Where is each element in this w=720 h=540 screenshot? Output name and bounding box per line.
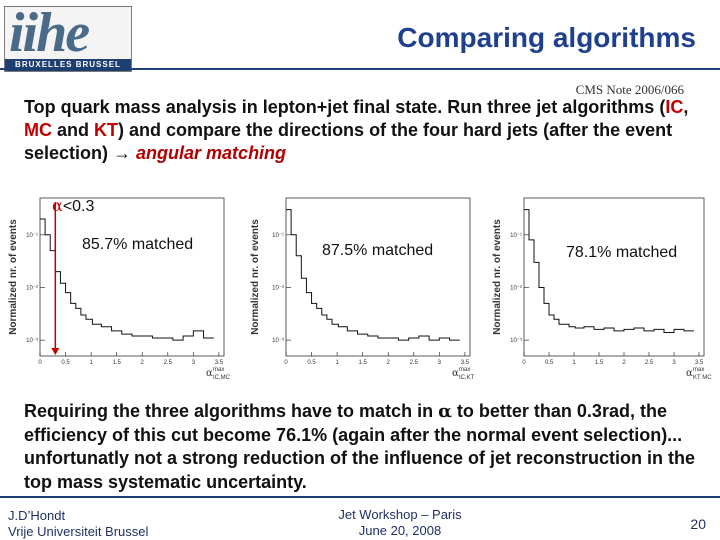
x-axis-label-sub: IC,KT bbox=[459, 375, 475, 381]
alg-mc: MC bbox=[24, 120, 52, 140]
x-tick-label: 3.5 bbox=[215, 360, 224, 366]
matched-percentage: 78.1% matched bbox=[566, 244, 678, 261]
cms-note-reference: CMS Note 2006/066 bbox=[575, 82, 684, 97]
iihe-logo: iihe BRUXELLES BRUSSEL bbox=[4, 2, 132, 72]
x-axis-label-sup: max bbox=[213, 367, 224, 373]
x-axis-label: α bbox=[206, 368, 213, 379]
histogram-series bbox=[40, 218, 214, 341]
x-tick-label: 3 bbox=[192, 360, 196, 366]
x-tick-label: 2 bbox=[387, 360, 391, 366]
y-tick-label: 10⁻² bbox=[272, 285, 284, 291]
x-tick-label: 2.5 bbox=[164, 360, 173, 366]
y-tick-label: 10⁻³ bbox=[272, 338, 284, 344]
x-axis-label-sup: max bbox=[459, 367, 470, 373]
y-tick-label: 10⁻¹ bbox=[26, 233, 38, 239]
alpha-cut-text: <0.3 bbox=[62, 198, 95, 215]
plot-frame bbox=[285, 197, 471, 357]
alpha-symbol: α bbox=[438, 401, 452, 422]
x-axis-label-sup: max bbox=[693, 367, 704, 373]
y-axis-label: Normalized nr. of events bbox=[250, 219, 261, 335]
histogram-series bbox=[286, 209, 460, 341]
plot-frame bbox=[523, 197, 705, 357]
x-tick-label: 0.5 bbox=[545, 360, 554, 366]
histogram-ic-kt: Normalized nr. of events 10⁻¹ 10⁻² 10⁻³ 0 0.5… bbox=[246, 188, 486, 384]
alg-kt: KT bbox=[94, 120, 119, 140]
x-tick-label: 2 bbox=[622, 360, 626, 366]
x-tick-label: 2.5 bbox=[645, 360, 654, 366]
cut-arrowhead bbox=[51, 348, 60, 355]
footer-author: J.D’Hondt Vrije Universiteit Brussel bbox=[8, 508, 148, 540]
x-tick-label: 2.5 bbox=[410, 360, 419, 366]
title-divider bbox=[0, 68, 720, 70]
y-axis-label: Normalized nr. of events bbox=[492, 219, 503, 335]
histogram-ic-mc: Normalized nr. of events 10⁻¹ 10⁻² 10⁻³ 0 0.5… bbox=[4, 188, 240, 384]
event-date: June 20, 2008 bbox=[358, 523, 442, 538]
x-axis-label-sub: KT MC bbox=[693, 375, 712, 381]
angular-matching-term: angular matching bbox=[136, 143, 287, 163]
y-axis-label: Normalized nr. of events bbox=[8, 219, 19, 335]
x-tick-label: 1.5 bbox=[358, 360, 367, 366]
conclusion-text: to better than 0.3rad, the efficiency of… bbox=[24, 401, 696, 492]
y-tick-label: 10⁻³ bbox=[510, 338, 522, 344]
logo-word: iihe bbox=[9, 2, 90, 64]
histogram-svg: Normalized nr. of events 10⁻¹ 10⁻² 10⁻³ 0 0.5… bbox=[492, 197, 712, 381]
author-name: J.D’Hondt bbox=[8, 508, 66, 523]
conclusion-paragraph: Requiring the three algorithms have to m… bbox=[24, 400, 704, 494]
x-tick-label: 1 bbox=[89, 360, 93, 366]
histogram-series bbox=[524, 209, 694, 333]
y-tick-label: 10⁻¹ bbox=[272, 233, 284, 239]
x-tick-label: 3.5 bbox=[461, 360, 470, 366]
event-name: Jet Workshop – Paris bbox=[338, 507, 462, 522]
histogram-svg: Normalized nr. of events 10⁻¹ 10⁻² 10⁻³ 0 0.5… bbox=[8, 197, 231, 381]
slide-title: Comparing algorithms bbox=[397, 22, 696, 53]
x-axis-label: α bbox=[686, 368, 693, 379]
x-tick-label: 0.5 bbox=[61, 360, 70, 366]
intro-text: Top quark mass analysis in lepton+jet fi… bbox=[24, 97, 666, 117]
footer-event: Jet Workshop – Paris June 20, 2008 bbox=[320, 507, 480, 539]
x-tick-label: 0 bbox=[522, 360, 526, 366]
y-tick-label: 10⁻² bbox=[26, 285, 38, 291]
plot-frame bbox=[39, 197, 225, 357]
y-tick-label: 10⁻² bbox=[510, 285, 522, 291]
x-axis-label-sub: IC,MC bbox=[213, 375, 231, 381]
author-institution: Vrije Universiteit Brussel bbox=[8, 524, 149, 539]
x-tick-label: 1 bbox=[572, 360, 576, 366]
x-tick-label: 0 bbox=[284, 360, 288, 366]
matched-percentage: 87.5% matched bbox=[322, 242, 434, 259]
matched-percentage: 85.7% matched bbox=[82, 236, 194, 253]
x-tick-label: 1.5 bbox=[595, 360, 604, 366]
y-tick-label: 10⁻³ bbox=[26, 338, 38, 344]
footer-divider bbox=[0, 496, 720, 498]
x-tick-label: 1.5 bbox=[112, 360, 121, 366]
alpha-symbol: α bbox=[52, 196, 63, 215]
x-tick-label: 2 bbox=[141, 360, 145, 366]
alg-ic: IC bbox=[665, 97, 684, 117]
intro-sep: and bbox=[52, 120, 95, 140]
alpha-cut-label: α<0.3 bbox=[52, 196, 94, 216]
y-tick-label: 10⁻¹ bbox=[510, 233, 522, 239]
x-tick-label: 3 bbox=[672, 360, 676, 366]
intro-sep: , bbox=[683, 97, 689, 117]
x-tick-label: 3.5 bbox=[695, 360, 704, 366]
histogram-svg: Normalized nr. of events 10⁻¹ 10⁻² 10⁻³ 0 0.5… bbox=[250, 197, 475, 381]
x-axis-label: α bbox=[452, 368, 459, 379]
x-tick-label: 0.5 bbox=[307, 360, 316, 366]
page-number: 20 bbox=[690, 516, 706, 532]
x-tick-label: 0 bbox=[38, 360, 42, 366]
intro-paragraph: Top quark mass analysis in lepton+jet fi… bbox=[24, 96, 714, 165]
intro-text: ) and compare the directions of the four… bbox=[24, 120, 673, 163]
x-tick-label: 1 bbox=[335, 360, 339, 366]
histogram-kt-mc: Normalized nr. of events 10⁻¹ 10⁻² 10⁻³ 0 0.5… bbox=[488, 188, 720, 384]
conclusion-text: Requiring the three algorithms have to m… bbox=[24, 401, 439, 421]
x-tick-label: 3 bbox=[438, 360, 442, 366]
